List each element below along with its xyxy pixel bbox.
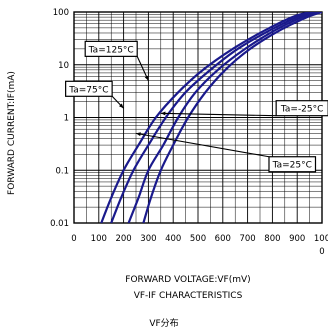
series-curve [127, 12, 320, 223]
x-tick-label: 500 [190, 234, 206, 244]
y-axis-label: FORWARD CURRENT:IF(mA) [7, 71, 17, 195]
annotation-arrowhead [119, 103, 124, 109]
x-tick-label: 0 [319, 247, 324, 257]
x-tick-label: 800 [264, 234, 280, 244]
annotation-arrowhead [160, 111, 166, 116]
annotation-label: Ta=75°C [68, 85, 108, 95]
annotation-box [84, 40, 138, 57]
annotation-box [65, 80, 113, 97]
annotation-label: Ta=25°C [272, 161, 312, 171]
annotation-label: Ta=-25°C [280, 105, 324, 115]
y-tick-label: 100 [53, 8, 69, 18]
series-curve [100, 12, 310, 223]
x-tick-label: 600 [215, 234, 231, 244]
x-tick-label: 0 [71, 234, 76, 244]
x-tick-label: 900 [289, 234, 305, 244]
y-tick-label: 0.01 [50, 219, 69, 229]
x-tick-label: 700 [239, 234, 255, 244]
x-tick-label: 100 [91, 234, 107, 244]
series-curve [110, 12, 315, 223]
annotation-box [275, 100, 328, 117]
y-tick-label: 10 [58, 61, 69, 71]
annotation-arrowhead [136, 132, 141, 137]
series-curves [100, 12, 322, 223]
annotation-leader [160, 112, 277, 117]
x-tick-label: 100 [314, 234, 328, 244]
y-tick-label: 1 [64, 114, 69, 124]
chart-subtitle: VF-IF CHARACTERISTICS [133, 291, 243, 301]
annotation-label: Ta=125°C [88, 45, 134, 55]
annotations: Ta=125°C Ta=75°C Ta=-25°C Ta=25°C [65, 40, 328, 173]
x-tick-label: 300 [140, 234, 156, 244]
series-curve [142, 12, 322, 223]
annotation-arrowhead [144, 75, 149, 81]
annotation-leader [135, 132, 270, 158]
chart-caption: VF分布 [149, 319, 179, 329]
x-axis-label: FORWARD VOLTAGE:VF(mV) [125, 275, 251, 285]
axis-ticks: 0 100 200 300 400 500 600 700 800 900 10001001010.… [50, 8, 328, 257]
x-tick-label: 200 [115, 234, 131, 244]
y-tick-label: 0.1 [55, 166, 69, 176]
x-tick-label: 400 [165, 234, 181, 244]
annotation-box [268, 156, 317, 173]
